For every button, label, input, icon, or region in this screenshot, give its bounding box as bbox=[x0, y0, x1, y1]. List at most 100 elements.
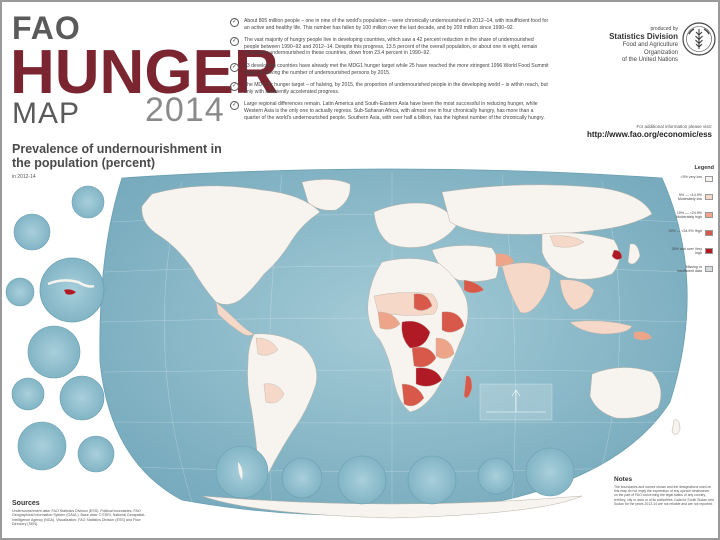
congo-region bbox=[411, 346, 437, 368]
fact-item: ✓ About 805 million people – one in nine … bbox=[230, 18, 550, 31]
header-hunger: HUNGER bbox=[10, 38, 279, 107]
fact-item: ✓ 63 developing countries have already me… bbox=[230, 62, 550, 76]
notes-title: Notes bbox=[614, 476, 633, 483]
inset-bottom-6 bbox=[525, 447, 575, 497]
fact-text: About 805 million people – one in nine o… bbox=[244, 18, 549, 31]
inset-pacific-2 bbox=[59, 375, 105, 421]
inset-caribbean bbox=[39, 257, 105, 323]
legend-item: Missing or insufficient data bbox=[670, 264, 714, 282]
world-map bbox=[5, 168, 691, 519]
greenland bbox=[301, 179, 351, 211]
legend-label: 25% — <34.9% High bbox=[668, 229, 702, 233]
notes-text: The boundaries and names shown and the d… bbox=[614, 485, 714, 506]
north-america bbox=[141, 185, 321, 305]
check-icon: ✓ bbox=[230, 101, 239, 111]
inset-pacific-1 bbox=[27, 325, 81, 379]
legend-swatch bbox=[705, 176, 713, 182]
new-zealand bbox=[671, 419, 681, 435]
north-korea-region bbox=[611, 249, 623, 260]
legend-label: 35% and over Very high bbox=[671, 247, 702, 256]
fact-text: The vast majority of hungry people live … bbox=[244, 37, 538, 57]
notes-block: Notes The boundaries and names shown and… bbox=[614, 476, 714, 506]
southeast-asia bbox=[559, 279, 595, 311]
inset-bottom-3 bbox=[337, 455, 387, 505]
inset-small-5 bbox=[71, 185, 105, 219]
trend-chart-inset bbox=[479, 383, 553, 421]
legend-swatch bbox=[705, 194, 713, 200]
zambia-region bbox=[415, 367, 443, 387]
fact-text: Large regional differences remain. Latin… bbox=[244, 101, 545, 121]
check-icon: ✓ bbox=[230, 82, 239, 92]
mongolia-region bbox=[549, 235, 585, 248]
fact-item: ✓ The vast majority of hungry people live… bbox=[230, 37, 550, 57]
yemen-region bbox=[463, 279, 485, 294]
sources-title: Sources bbox=[12, 500, 40, 507]
central-africa-region bbox=[401, 320, 431, 349]
inset-pacific-3 bbox=[17, 421, 67, 471]
header-fao: FAO bbox=[12, 10, 81, 46]
inset-bottom-2 bbox=[281, 457, 323, 499]
org-name-line1: Food and Agriculture Organization bbox=[622, 42, 678, 56]
legend-label: Missing or insufficient data bbox=[677, 265, 702, 274]
legend: Legend <5% very low 5% — <14.9% Moderate… bbox=[668, 165, 714, 282]
sources-block: Sources Undernourishment data: FAO Stati… bbox=[12, 500, 152, 527]
check-icon: ✓ bbox=[230, 18, 239, 27]
produced-by-label: produced by bbox=[650, 26, 678, 32]
bolivia-region bbox=[263, 383, 285, 404]
papua-region bbox=[633, 331, 653, 341]
header-map: MAP bbox=[12, 97, 81, 130]
fao-logo bbox=[682, 22, 716, 56]
colombia-region bbox=[255, 337, 279, 356]
fact-text: 63 developing countries have already met… bbox=[244, 62, 549, 76]
inset-small-2 bbox=[5, 277, 35, 307]
fact-text: The MDG 1c hunger target – of halving, b… bbox=[244, 82, 548, 95]
header-year: 2014 bbox=[145, 91, 225, 129]
south-asia bbox=[501, 262, 551, 314]
chad-region bbox=[413, 293, 433, 311]
legend-label: 15% — <24.9% Moderately high bbox=[676, 211, 702, 220]
producer-block: produced by Statistics Division Food and… bbox=[598, 26, 678, 65]
map-subtitle: in 2012-14 bbox=[12, 174, 36, 180]
legend-item: 15% — <24.9% Moderately high bbox=[670, 210, 714, 228]
japan bbox=[627, 243, 641, 265]
legend-swatch bbox=[705, 212, 713, 218]
antarctica bbox=[201, 495, 583, 519]
europe bbox=[373, 202, 457, 248]
legend-swatch bbox=[705, 248, 713, 254]
ethiopia-region bbox=[441, 311, 465, 333]
southern-africa-region bbox=[401, 383, 425, 407]
info-block: For additional information please visit:… bbox=[562, 124, 712, 139]
check-icon: ✓ bbox=[230, 62, 239, 72]
east-africa-region bbox=[435, 337, 455, 359]
indonesia bbox=[569, 320, 633, 335]
legend-label: 5% — <14.9% Moderately low bbox=[677, 193, 702, 202]
legend-swatch bbox=[705, 230, 713, 236]
check-icon: ✓ bbox=[230, 37, 239, 47]
inset-small-1 bbox=[13, 213, 51, 251]
legend-item: 25% — <34.9% High bbox=[668, 228, 714, 246]
sources-text: Undernourishment data: FAO Statistics Di… bbox=[12, 509, 146, 527]
legend-item: <5% very low bbox=[670, 174, 714, 192]
legend-title: Legend bbox=[694, 165, 714, 171]
north-asia bbox=[441, 184, 653, 235]
australia bbox=[589, 367, 662, 419]
inset-small-4 bbox=[77, 435, 115, 473]
key-facts: ✓ About 805 million people – one in nine … bbox=[230, 18, 550, 127]
info-url-link[interactable]: http://www.fao.org/economic/ess bbox=[586, 130, 712, 139]
org-name-line2: of the United Nations bbox=[621, 57, 678, 63]
west-africa-region bbox=[377, 311, 401, 330]
afghanistan-region bbox=[495, 253, 515, 267]
fact-item: ✓ The MDG 1c hunger target – of halving, … bbox=[230, 82, 550, 95]
legend-item: 5% — <14.9% Moderately low bbox=[670, 192, 714, 210]
info-label: For additional information please visit: bbox=[636, 124, 712, 129]
madagascar bbox=[463, 375, 473, 398]
inset-bottom-4 bbox=[407, 455, 457, 505]
legend-item: 35% and over Very high bbox=[670, 246, 714, 264]
fact-item: ✓ Large regional differences remain. Lati… bbox=[230, 101, 550, 121]
legend-swatch bbox=[705, 266, 713, 272]
statistics-division: Statistics Division bbox=[609, 32, 678, 41]
inset-bottom-5 bbox=[477, 457, 515, 495]
inset-small-3 bbox=[11, 377, 45, 411]
map-title: Prevalence of undernourishment in the po… bbox=[12, 142, 222, 170]
